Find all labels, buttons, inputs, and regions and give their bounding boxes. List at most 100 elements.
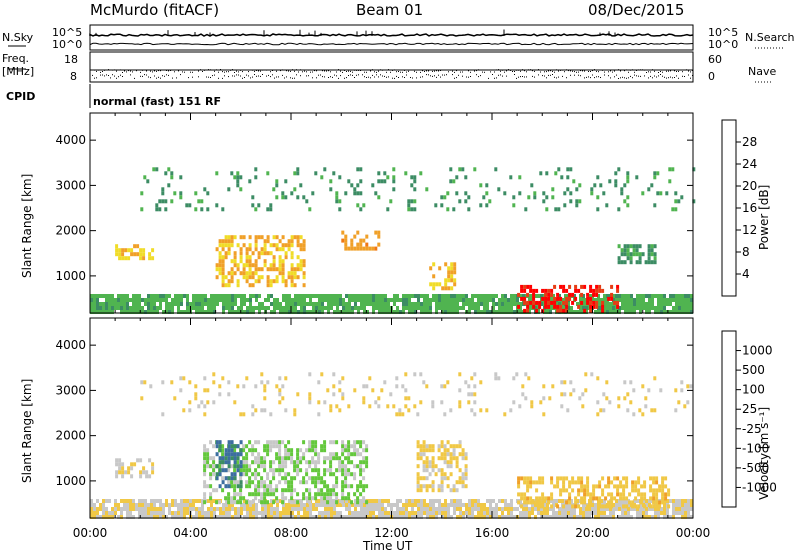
velocity-cell bbox=[99, 503, 102, 507]
velocity-cell bbox=[350, 452, 354, 457]
velocity-cell bbox=[520, 504, 524, 509]
velocity-cell bbox=[266, 488, 270, 493]
nave-dot bbox=[286, 76, 287, 78]
velocity-cell bbox=[495, 507, 498, 511]
nave-dot bbox=[428, 74, 429, 76]
power-cell bbox=[471, 298, 474, 302]
velocity-cell bbox=[266, 492, 270, 497]
power-cell bbox=[254, 279, 258, 284]
power-cell bbox=[547, 296, 551, 301]
freq-dot bbox=[592, 70, 593, 72]
velocity-cell bbox=[464, 380, 468, 385]
power-cell bbox=[236, 283, 240, 288]
velocity-cell bbox=[423, 511, 426, 515]
power-cell bbox=[477, 306, 480, 310]
velocity-cell bbox=[323, 480, 327, 485]
velocity-cell bbox=[640, 496, 644, 501]
velocity-cell bbox=[562, 476, 566, 481]
nave-dot bbox=[168, 74, 169, 76]
velocity-cell bbox=[617, 404, 621, 409]
velocity-cell bbox=[535, 496, 539, 501]
velocity-cell bbox=[458, 444, 462, 449]
velocity-cell bbox=[416, 464, 420, 469]
velocity-cell bbox=[281, 460, 285, 465]
velocity-cell bbox=[263, 448, 267, 453]
velocity-cell bbox=[323, 472, 327, 477]
power-cell bbox=[580, 292, 584, 297]
velocity-cell bbox=[278, 468, 282, 473]
velocity-cell bbox=[275, 468, 279, 473]
power-heatmap-cells bbox=[90, 167, 696, 314]
power-cell bbox=[375, 302, 378, 306]
velocity-cell bbox=[323, 468, 327, 473]
power-cell bbox=[261, 302, 264, 306]
velocity-cell bbox=[356, 440, 360, 445]
nave-dot bbox=[122, 76, 123, 77]
velocity-cell bbox=[443, 472, 447, 477]
velocity-cell bbox=[263, 460, 267, 465]
freq-dot bbox=[228, 71, 229, 73]
velocity-cell bbox=[333, 503, 336, 507]
nave-dot bbox=[144, 74, 145, 76]
velocity-cell bbox=[338, 380, 342, 385]
velocity-cell bbox=[246, 503, 249, 507]
velocity-cell bbox=[612, 503, 615, 507]
power-cell bbox=[273, 302, 276, 306]
nave-dot bbox=[206, 76, 207, 78]
freq-dot bbox=[596, 70, 597, 72]
velocity-cell bbox=[658, 484, 662, 489]
velocity-cell bbox=[269, 460, 273, 465]
velocity-cell bbox=[580, 480, 584, 485]
power-cell bbox=[417, 298, 420, 302]
power-cell bbox=[612, 294, 615, 298]
velocity-cell bbox=[486, 507, 489, 511]
velocity-cell bbox=[230, 448, 234, 453]
freq-dot bbox=[532, 70, 533, 72]
power-cell bbox=[348, 298, 351, 302]
power-cell bbox=[438, 266, 442, 271]
power-cell bbox=[510, 298, 513, 302]
velocity-cell bbox=[631, 488, 635, 493]
velocity-cell bbox=[233, 444, 237, 449]
power-cell bbox=[302, 271, 306, 276]
velocity-cell bbox=[353, 476, 357, 481]
velocity-cell bbox=[218, 456, 222, 461]
power-cell bbox=[207, 310, 210, 314]
velocity-cell bbox=[444, 511, 447, 515]
velocity-cell bbox=[570, 515, 573, 519]
power-cell bbox=[650, 252, 654, 257]
nave-dot bbox=[214, 74, 215, 76]
velocity-cell bbox=[377, 404, 381, 409]
velocity-cell bbox=[523, 500, 527, 505]
power-cell bbox=[651, 294, 654, 298]
velocity-cell bbox=[687, 515, 690, 519]
power-region-2 bbox=[215, 235, 306, 288]
nsky-tick-high: 10^5 bbox=[52, 26, 83, 39]
nave-dot bbox=[654, 75, 655, 77]
power-cell bbox=[153, 294, 156, 298]
velocity-cell bbox=[471, 499, 474, 503]
nave-dot bbox=[176, 77, 177, 79]
velocity-cell bbox=[317, 480, 321, 485]
nave-dot bbox=[308, 75, 309, 77]
velocity-cell bbox=[293, 468, 297, 473]
power-cell bbox=[330, 302, 333, 306]
velocity-cell bbox=[426, 503, 429, 507]
velocity-cell bbox=[652, 496, 656, 501]
velocity-cell bbox=[287, 440, 291, 445]
velocity-cell bbox=[377, 396, 381, 401]
power-cell bbox=[648, 306, 651, 310]
velocity-cell bbox=[266, 500, 270, 505]
velocity-cell bbox=[242, 468, 246, 473]
power-cell bbox=[468, 310, 471, 314]
freq-dot bbox=[578, 71, 579, 73]
power-cell bbox=[620, 187, 624, 192]
power-cell bbox=[135, 298, 138, 302]
velocity-cell bbox=[245, 460, 249, 465]
power-cell bbox=[257, 255, 261, 260]
nave-dot bbox=[96, 77, 97, 79]
velocity-cell bbox=[602, 408, 606, 413]
nave-dot bbox=[350, 74, 351, 76]
velocity-cell bbox=[266, 440, 270, 445]
power-cell bbox=[402, 310, 405, 314]
